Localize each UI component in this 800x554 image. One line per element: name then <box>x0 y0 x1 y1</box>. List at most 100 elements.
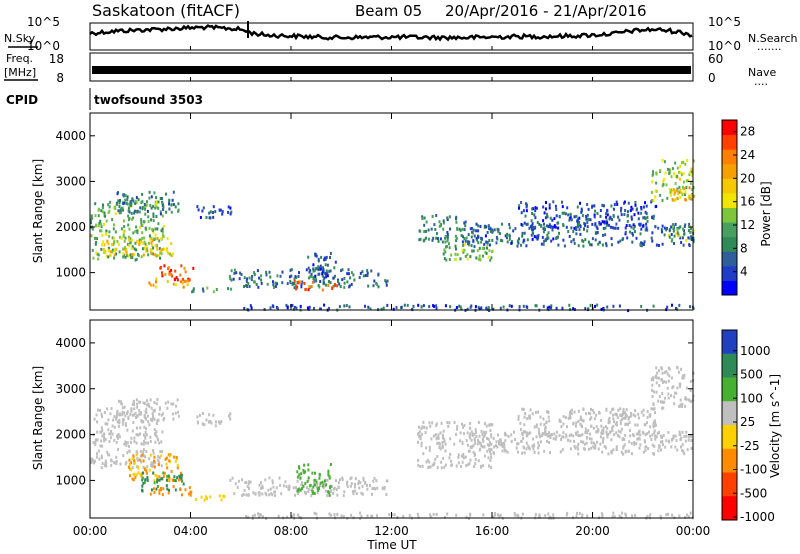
velocity-cell <box>143 480 146 484</box>
power-cell <box>610 237 613 241</box>
power-cell <box>587 307 590 311</box>
velocity-cell <box>267 488 270 492</box>
power-colorbar-tick-label: 8 <box>740 241 748 255</box>
velocity-cell <box>179 488 182 492</box>
power-cell <box>633 224 636 228</box>
power-cell <box>655 204 658 208</box>
power-cell <box>172 282 175 286</box>
power-cell <box>377 273 380 277</box>
velocity-cell <box>150 461 153 465</box>
velocity-cell <box>346 480 349 484</box>
velocity-cell <box>459 431 462 435</box>
velocity-cell <box>328 476 331 480</box>
velocity-cell <box>300 472 303 476</box>
velocity-cell <box>585 441 588 445</box>
velocity-cell <box>108 440 111 444</box>
velocity-cell <box>156 480 159 484</box>
velocity-cell <box>323 479 326 483</box>
velocity-cell <box>156 478 159 482</box>
velocity-cell <box>428 445 431 449</box>
velocity-cell <box>649 513 652 517</box>
velocity-cell <box>599 442 602 446</box>
power-cell <box>148 196 151 200</box>
velocity-cell <box>278 476 281 480</box>
power-cell <box>317 257 320 261</box>
velocity-cell <box>619 430 622 434</box>
velocity-cell <box>594 443 597 447</box>
power-cell <box>634 230 636 234</box>
velocity-cell <box>679 398 682 402</box>
power-cell <box>462 250 465 254</box>
velocity-cell <box>203 498 206 502</box>
velocity-cell <box>615 431 618 435</box>
power-cell <box>154 244 157 248</box>
power-cell <box>100 209 103 213</box>
power-cell <box>666 226 668 230</box>
velocity-cell <box>599 435 602 439</box>
power-cell <box>97 207 100 211</box>
velocity-cell <box>116 436 119 440</box>
velocity-cell <box>653 444 656 448</box>
power-cell <box>482 254 484 258</box>
power-cell <box>512 229 515 233</box>
velocity-cell <box>115 462 118 466</box>
noise-panel: 10^5 10^0 10^5 10^0 N.Sky N.Search .....… <box>4 15 798 53</box>
power-cell <box>658 244 660 247</box>
velocity-cell <box>130 461 133 465</box>
velocity-colorbar-tick-label: -500 <box>740 486 767 500</box>
velocity-cell <box>442 456 445 460</box>
velocity-cell <box>257 512 259 516</box>
velocity-cell <box>304 482 307 486</box>
power-cell <box>101 206 104 210</box>
power-cell <box>573 226 576 230</box>
power-cell <box>177 209 180 213</box>
power-cell <box>232 277 235 281</box>
power-cell <box>123 239 126 243</box>
velocity-cell <box>651 383 654 387</box>
velocity-cell <box>144 478 147 482</box>
power-cell <box>583 227 585 231</box>
velocity-cell <box>106 422 109 426</box>
power-cell <box>581 214 584 218</box>
velocity-cell <box>421 425 424 429</box>
velocity-cell <box>648 430 650 434</box>
velocity-cell <box>142 454 145 458</box>
velocity-cell <box>212 413 215 417</box>
power-cell <box>635 208 638 212</box>
power-cell <box>343 285 346 289</box>
velocity-cell <box>448 456 451 460</box>
power-cell <box>499 232 501 236</box>
power-cell <box>624 209 627 212</box>
power-cell <box>459 257 462 261</box>
power-cell <box>486 231 489 234</box>
power-cell <box>625 224 628 228</box>
velocity-cell <box>455 513 458 517</box>
velocity-cell <box>275 486 278 490</box>
power-colorbar-band <box>722 134 737 150</box>
power-cell <box>604 233 607 237</box>
power-cell <box>364 274 367 277</box>
velocity-cell <box>473 432 476 436</box>
velocity-cell <box>219 421 222 425</box>
power-colorbar-tick-label: 12 <box>740 218 755 232</box>
power-cell <box>652 217 655 220</box>
velocity-cell <box>638 446 641 450</box>
power-cell <box>324 263 327 267</box>
velocity-cell <box>637 436 640 440</box>
power-cell <box>446 235 449 239</box>
power-cell <box>227 210 230 214</box>
power-cell <box>144 226 147 230</box>
velocity-cell <box>630 452 633 456</box>
velocity-cell <box>646 432 649 436</box>
velocity-cell <box>138 412 141 416</box>
power-cell <box>557 243 560 247</box>
power-cell <box>167 251 170 255</box>
velocity-cell <box>215 420 217 424</box>
velocity-cell <box>666 372 669 376</box>
power-cell <box>171 198 174 202</box>
velocity-cell <box>261 486 264 490</box>
velocity-cell <box>437 441 440 445</box>
velocity-cell <box>522 445 525 449</box>
velocity-cell <box>333 513 336 517</box>
velocity-cell <box>664 445 667 449</box>
